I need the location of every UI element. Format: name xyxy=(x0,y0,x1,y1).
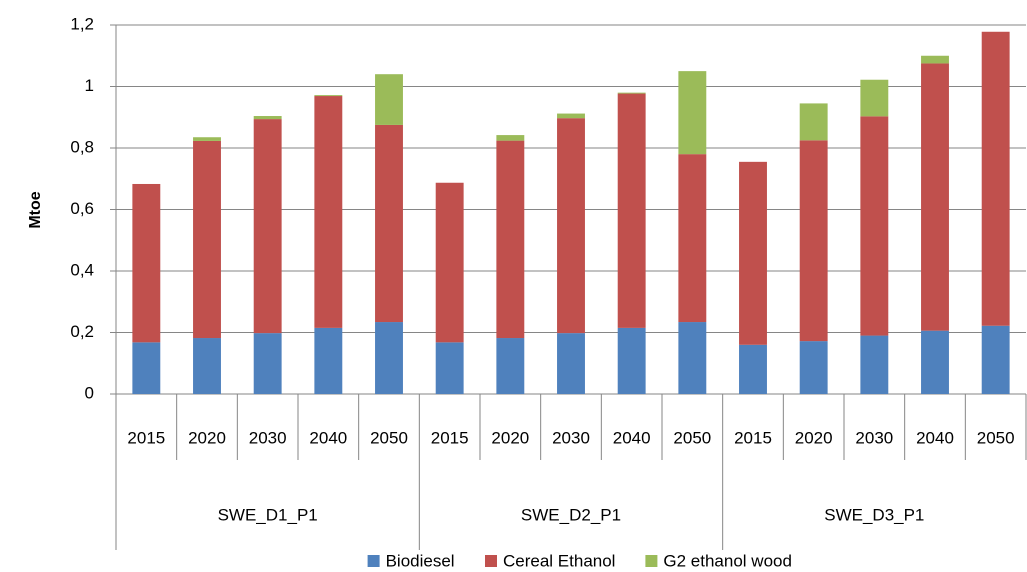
legend-label: G2 ethanol wood xyxy=(663,551,792,570)
x-tick-label: 2015 xyxy=(734,428,772,447)
bar-segment xyxy=(860,116,889,336)
y-axis-title: Mtoe xyxy=(27,191,44,228)
bar-segment xyxy=(253,333,282,394)
x-tick-label: 2020 xyxy=(188,428,226,447)
bar-segment xyxy=(860,335,889,394)
bar-segment xyxy=(496,338,525,394)
bar-segment xyxy=(921,63,949,331)
bar-segment xyxy=(557,113,585,119)
bar-segment xyxy=(375,124,403,323)
bar-segment xyxy=(496,135,525,141)
bar-segment xyxy=(193,137,221,141)
x-tick-label: 2015 xyxy=(127,428,165,447)
legend-swatch xyxy=(367,555,380,567)
bar-segment xyxy=(799,341,828,394)
x-tick-label: 2040 xyxy=(916,428,954,447)
bar-segment xyxy=(314,327,343,394)
x-tick-label: 2050 xyxy=(370,428,408,447)
bar-segment xyxy=(435,182,464,343)
bar-segment xyxy=(678,71,707,155)
x-tick-label: 2040 xyxy=(613,428,651,447)
bar-segment xyxy=(860,79,889,117)
bar-segment xyxy=(496,140,525,339)
bar-segment xyxy=(132,183,161,343)
y-tick-label: 0 xyxy=(85,383,94,402)
bar-segment xyxy=(375,322,403,394)
bar-segment xyxy=(678,322,707,394)
x-tick-label: 2050 xyxy=(673,428,711,447)
bar-segment xyxy=(981,31,1010,326)
bar-segment xyxy=(253,119,282,334)
legend-label: Cereal Ethanol xyxy=(503,551,615,570)
bar-segment xyxy=(739,344,767,394)
bar-segment xyxy=(617,92,646,94)
y-tick-label: 0,4 xyxy=(70,260,94,279)
group-label: SWE_D3_P1 xyxy=(824,505,924,524)
x-tick-label: 2030 xyxy=(249,428,287,447)
bar-segment xyxy=(739,161,767,345)
bar-segment xyxy=(314,95,343,97)
y-tick-label: 1,2 xyxy=(70,14,94,33)
bar-segment xyxy=(375,74,403,125)
group-label: SWE_D2_P1 xyxy=(521,505,621,524)
bar-segment xyxy=(799,103,828,141)
legend-swatch xyxy=(485,555,497,567)
x-tick-label: 2050 xyxy=(977,428,1015,447)
bar-segment xyxy=(193,338,221,394)
bar-segment xyxy=(314,96,343,328)
x-tick-label: 2020 xyxy=(491,428,529,447)
bar-segment xyxy=(921,330,949,394)
bar-segment xyxy=(557,333,585,394)
bar-segment xyxy=(253,116,282,120)
bar-segment xyxy=(981,325,1010,394)
bar-segment xyxy=(132,342,161,394)
legend-label: Biodiesel xyxy=(386,551,455,570)
bar-segment xyxy=(678,154,707,323)
bar-segment xyxy=(435,342,464,394)
group-label: SWE_D1_P1 xyxy=(218,505,318,524)
x-tick-label: 2040 xyxy=(309,428,347,447)
y-tick-label: 0,2 xyxy=(70,322,94,341)
x-tick-label: 2020 xyxy=(795,428,833,447)
x-tick-label: 2030 xyxy=(855,428,893,447)
x-tick-label: 2030 xyxy=(552,428,590,447)
bar-segment xyxy=(193,140,221,339)
y-tick-label: 0,6 xyxy=(70,199,94,218)
legend-swatch xyxy=(645,555,658,567)
bar-segment xyxy=(617,93,646,328)
y-tick-label: 1 xyxy=(85,76,94,95)
bar-segment xyxy=(617,327,646,394)
bar-segment xyxy=(557,118,585,334)
bar-segment xyxy=(799,140,828,342)
bar-segment xyxy=(921,55,949,64)
y-tick-label: 0,8 xyxy=(70,137,94,156)
x-tick-label: 2015 xyxy=(431,428,469,447)
